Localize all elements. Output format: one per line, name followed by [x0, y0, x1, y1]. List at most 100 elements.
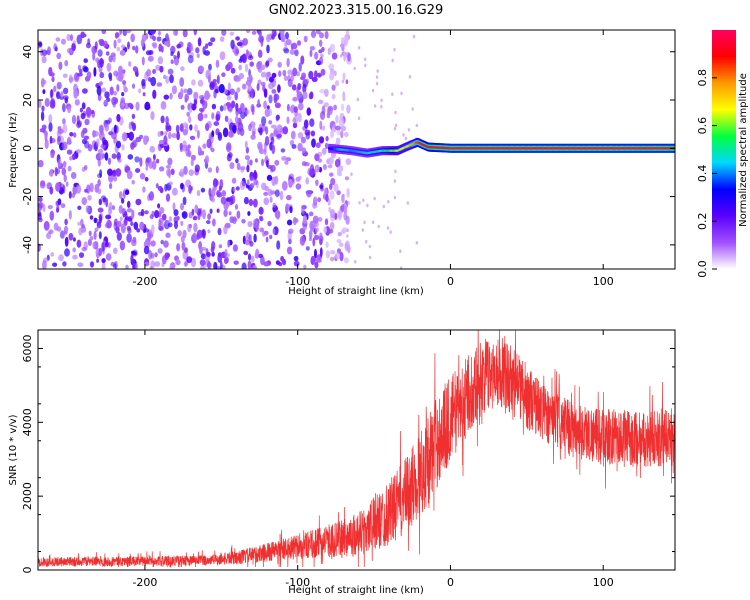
signal-core	[370, 151, 372, 154]
signal-core	[340, 148, 342, 151]
noise-cell	[174, 221, 178, 230]
noise-cell	[124, 216, 129, 221]
signal-core	[416, 141, 418, 144]
noise-cell	[285, 157, 292, 162]
noise-cell	[186, 256, 193, 264]
y-tick-label: 40	[21, 45, 34, 59]
noise-cell	[189, 124, 193, 131]
noise-cell	[234, 116, 239, 123]
noise-cell	[113, 70, 119, 77]
signal-core	[446, 146, 449, 150]
noise-cell	[92, 51, 96, 61]
signal-core	[366, 151, 369, 155]
signal-core	[463, 147, 465, 150]
noise-cell	[213, 261, 218, 269]
signal-core	[545, 147, 548, 150]
noise-cell	[51, 76, 55, 83]
noise-cell	[138, 88, 142, 94]
noise-cell	[394, 110, 397, 115]
signal-core	[500, 147, 503, 150]
noise-cell	[258, 35, 264, 43]
noise-cell	[180, 220, 184, 226]
noise-cell	[143, 245, 150, 255]
signal-core	[628, 147, 631, 150]
colorbar: 0.0 0.2 0.4 0.6 0.8 Normalized spectral ampl…	[696, 30, 749, 278]
noise-cell	[277, 61, 282, 68]
noise-cell	[177, 50, 180, 60]
signal-core	[619, 147, 622, 150]
signal-core	[507, 147, 509, 150]
noise-cell	[190, 257, 196, 268]
noise-cell	[176, 243, 181, 252]
noise-cell	[312, 215, 319, 224]
noise-cell	[380, 104, 383, 109]
signal-core	[411, 143, 414, 146]
noise-cell	[321, 46, 325, 53]
x-tick-label: -200	[132, 275, 157, 288]
noise-cell	[277, 84, 281, 93]
signal-core	[616, 147, 618, 150]
noise-cell	[183, 88, 188, 94]
signal-core	[410, 143, 413, 146]
noise-cell	[225, 102, 232, 107]
signal-core	[413, 142, 416, 145]
signal-core	[529, 147, 531, 150]
noise-cell	[292, 96, 298, 102]
noise-cell	[271, 34, 275, 40]
noise-cell	[122, 69, 126, 74]
noise-cell	[215, 59, 220, 68]
noise-cell	[286, 246, 293, 255]
signal-core	[617, 147, 619, 150]
noise-cell	[209, 80, 216, 90]
noise-cell	[356, 97, 359, 102]
noise-cell	[120, 197, 125, 204]
noise-cell	[293, 255, 299, 262]
signal-core	[460, 147, 462, 150]
noise-cell	[223, 209, 228, 218]
noise-cell	[212, 178, 218, 188]
noise-cell	[203, 113, 208, 119]
signal-core	[490, 147, 493, 150]
noise-cell	[111, 153, 117, 159]
signal-core	[484, 147, 486, 150]
noise-cell	[322, 125, 326, 130]
noise-cell	[142, 186, 146, 193]
noise-cell	[274, 102, 281, 109]
noise-cell	[207, 167, 213, 173]
noise-cell	[160, 115, 165, 124]
noise-cell	[289, 139, 295, 146]
noise-cell	[235, 77, 241, 82]
noise-cell	[62, 103, 66, 113]
noise-cell	[97, 179, 101, 187]
noise-cell	[340, 103, 345, 112]
noise-cell	[38, 213, 42, 221]
noise-cell	[139, 157, 143, 167]
noise-cell	[297, 83, 302, 91]
noise-cell	[62, 123, 68, 134]
noise-cell	[235, 49, 240, 55]
noise-cell	[265, 236, 269, 243]
signal-core	[583, 147, 585, 150]
signal-core	[586, 147, 589, 150]
x-tick-label: 0	[447, 275, 454, 288]
noise-cell	[74, 99, 80, 106]
noise-cell	[312, 202, 318, 209]
noise-cell	[236, 210, 241, 219]
noise-cell	[337, 232, 342, 237]
signal-core	[472, 147, 474, 150]
noise-cell	[78, 227, 83, 236]
noise-cell	[41, 79, 47, 85]
noise-cell	[180, 182, 184, 190]
noise-cell	[197, 37, 202, 47]
noise-cell	[98, 39, 105, 44]
noise-cell	[222, 127, 229, 138]
noise-cell	[386, 226, 390, 230]
signal-core	[614, 147, 616, 150]
noise-cell	[82, 88, 88, 94]
signal-core	[512, 147, 515, 150]
noise-cell	[197, 112, 204, 122]
noise-cell	[38, 99, 42, 108]
noise-cell	[331, 121, 336, 129]
noise-cell	[130, 221, 134, 227]
